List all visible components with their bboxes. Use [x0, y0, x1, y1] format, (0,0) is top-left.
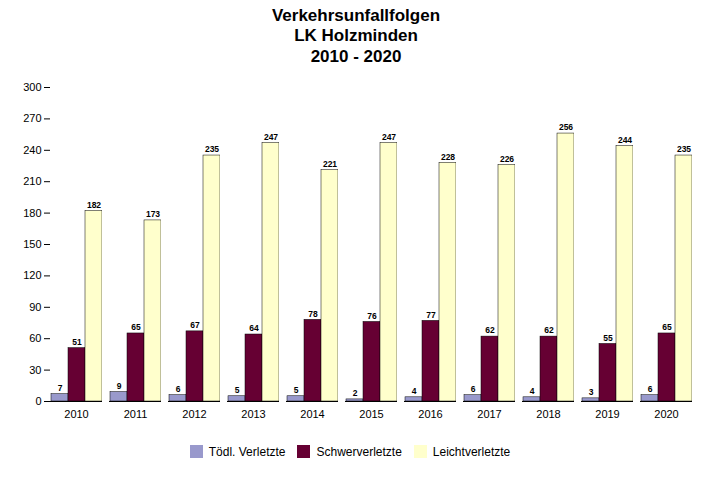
- svg-text:2014: 2014: [300, 408, 324, 420]
- svg-text:226: 226: [500, 154, 514, 164]
- html-text:Tödl. Verletzte: Tödl. Verletzte: [208, 444, 286, 459]
- svg-text:300: 300: [23, 81, 41, 93]
- svg-text:5: 5: [235, 385, 240, 395]
- svg-text:270: 270: [23, 113, 41, 125]
- svg-text:60: 60: [29, 332, 41, 344]
- svg-text:173: 173: [146, 209, 160, 219]
- svg-text:0: 0: [35, 395, 41, 407]
- svg-text:235: 235: [205, 144, 219, 154]
- svg-text:2019: 2019: [595, 408, 619, 420]
- svg-text:2012: 2012: [182, 408, 206, 420]
- svg-text:51: 51: [72, 337, 82, 347]
- svg-text:256: 256: [559, 122, 573, 132]
- svg-text:2015: 2015: [359, 408, 383, 420]
- svg-text:64: 64: [249, 323, 259, 333]
- svg-text:2018: 2018: [536, 408, 560, 420]
- html-text:Schwerverletzte: Schwerverletzte: [316, 444, 402, 459]
- svg-text:5: 5: [294, 385, 299, 395]
- svg-text:182: 182: [87, 200, 101, 210]
- svg-text:2010: 2010: [64, 408, 88, 420]
- svg-text:90: 90: [29, 301, 41, 313]
- svg-text:9: 9: [117, 381, 122, 391]
- svg-text:4: 4: [412, 386, 417, 396]
- svg-text:67: 67: [190, 320, 200, 330]
- svg-text:2013: 2013: [241, 408, 265, 420]
- svg-text:2011: 2011: [124, 408, 148, 420]
- svg-text:2: 2: [353, 388, 358, 398]
- svg-text:2020: 2020: [654, 408, 678, 420]
- html-text:Leichtverletzte: Leichtverletzte: [432, 444, 511, 459]
- svg-text:6: 6: [648, 384, 653, 394]
- svg-text:7: 7: [58, 383, 63, 393]
- svg-text:76: 76: [367, 311, 377, 321]
- svg-text:4: 4: [530, 386, 535, 396]
- svg-text:65: 65: [131, 322, 141, 332]
- svg-text:62: 62: [485, 325, 495, 335]
- svg-text:2017: 2017: [477, 408, 501, 420]
- svg-text:55: 55: [603, 333, 613, 343]
- svg-text:180: 180: [23, 207, 41, 219]
- svg-text:247: 247: [264, 132, 278, 142]
- svg-text:244: 244: [618, 135, 632, 145]
- svg-text:65: 65: [662, 322, 672, 332]
- svg-text:247: 247: [382, 132, 396, 142]
- svg-text:120: 120: [23, 270, 41, 282]
- svg-text:6: 6: [471, 384, 476, 394]
- svg-text:210: 210: [23, 175, 41, 187]
- svg-text:235: 235: [677, 144, 691, 154]
- svg-text:2016: 2016: [418, 408, 442, 420]
- svg-text:240: 240: [23, 144, 41, 156]
- svg-text:6: 6: [176, 384, 181, 394]
- html-text:Verkehrsunfallfolgen LK Holzmi: Verkehrsunfallfolgen LK Holzminden 2010 …: [271, 6, 441, 66]
- svg-text:150: 150: [23, 238, 41, 250]
- svg-text:78: 78: [308, 309, 318, 319]
- svg-text:77: 77: [426, 310, 436, 320]
- svg-text:228: 228: [441, 152, 455, 162]
- svg-text:30: 30: [29, 364, 41, 376]
- svg-text:221: 221: [323, 159, 337, 169]
- svg-text:62: 62: [544, 325, 554, 335]
- svg-text:3: 3: [589, 387, 594, 397]
